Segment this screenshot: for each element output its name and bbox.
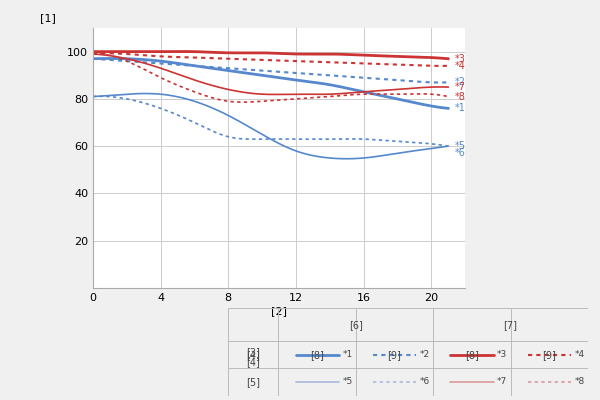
Text: [7]: [7] [503,320,518,330]
Text: *7: *7 [455,82,466,92]
Text: [4]: [4] [246,350,260,360]
Text: *1: *1 [455,103,466,113]
Text: [3]: [3] [246,347,260,357]
Text: *2: *2 [455,77,466,87]
X-axis label: [2]: [2] [271,306,287,316]
Text: [9]: [9] [388,350,401,360]
Text: *3: *3 [497,350,508,359]
Text: [6]: [6] [349,320,363,330]
Text: *1: *1 [342,350,353,359]
Text: *8: *8 [455,92,466,102]
Text: *8: *8 [575,378,585,386]
Text: *6: *6 [420,378,430,386]
Text: *3: *3 [455,54,466,64]
Text: *7: *7 [497,378,508,386]
Text: *6: *6 [455,148,466,158]
Text: [8]: [8] [310,350,324,360]
Text: *2: *2 [420,350,430,359]
Text: *4: *4 [575,350,584,359]
Text: *4: *4 [455,61,466,71]
Y-axis label: [1]: [1] [40,13,56,23]
Text: [8]: [8] [465,350,479,360]
Text: *5: *5 [342,378,353,386]
Text: [5]: [5] [246,377,260,387]
Text: [4]: [4] [246,357,260,367]
Text: *5: *5 [455,141,466,151]
Text: [9]: [9] [542,350,556,360]
